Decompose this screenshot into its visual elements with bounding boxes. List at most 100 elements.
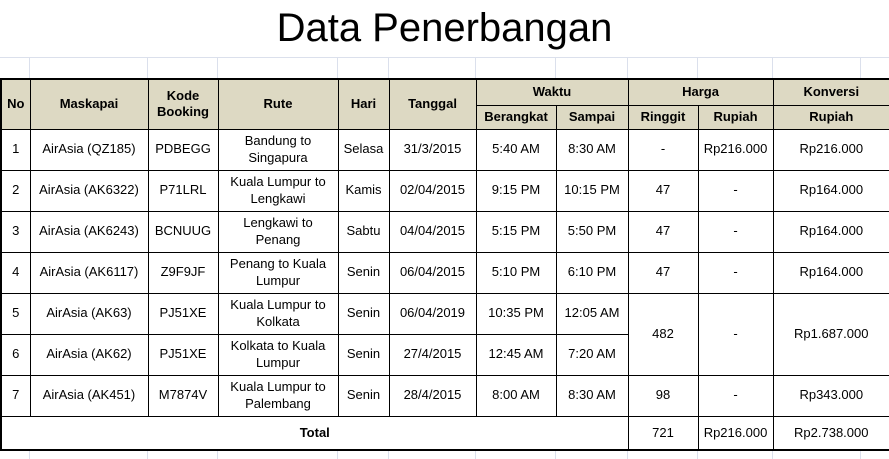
cell-rupiah-konversi[interactable]: Rp216.000	[772, 128, 889, 171]
cell-rupiah-konversi[interactable]: Rp164.000	[772, 210, 889, 253]
cell-rupiah-harga[interactable]: -	[697, 374, 774, 417]
cell-maskapai[interactable]: AirAsia (AK6243)	[29, 210, 149, 253]
cell-sampai[interactable]: 8:30 AM	[555, 374, 629, 417]
header-group-konversi[interactable]: Konversi	[772, 78, 889, 106]
header-berangkat[interactable]: Berangkat	[475, 104, 557, 130]
header-row-groups: No Maskapai Kode Booking Rute Hari Tangg…	[0, 78, 889, 130]
header-tanggal[interactable]: Tanggal	[388, 78, 477, 130]
cell-ringgit[interactable]: 98	[627, 374, 699, 417]
cell-hari[interactable]: Senin	[337, 374, 390, 417]
cell-kode-booking[interactable]: P71LRL	[147, 169, 219, 212]
cell-rupiah-harga[interactable]: -	[697, 210, 774, 253]
cell-ringgit-merged[interactable]: 482	[627, 292, 699, 376]
cell-kode-booking[interactable]: M7874V	[147, 374, 219, 417]
cell-no[interactable]: 5	[0, 292, 31, 335]
cell-rute[interactable]: Kuala Lumpur to Lengkawi	[217, 169, 339, 212]
gridline	[337, 58, 338, 78]
table-row: 6 AirAsia (AK62) PJ51XE Kolkata to Kuala…	[0, 333, 889, 376]
cell-berangkat[interactable]: 8:00 AM	[475, 374, 557, 417]
cell-hari[interactable]: Senin	[337, 333, 390, 376]
cell-no[interactable]: 7	[0, 374, 31, 417]
cell-sampai[interactable]: 6:10 PM	[555, 251, 629, 294]
cell-rupiah-harga[interactable]: -	[697, 251, 774, 294]
total-rupiah-konversi[interactable]: Rp2.738.000	[772, 415, 889, 451]
header-kode-booking[interactable]: Kode Booking	[147, 78, 219, 130]
gridline	[29, 58, 30, 78]
cell-ringgit[interactable]: -	[627, 128, 699, 171]
cell-berangkat[interactable]: 10:35 PM	[475, 292, 557, 335]
cell-maskapai[interactable]: AirAsia (AK6322)	[29, 169, 149, 212]
cell-kode-booking[interactable]: BCNUUG	[147, 210, 219, 253]
cell-rupiah-konversi-merged[interactable]: Rp1.687.000	[772, 292, 889, 376]
cell-tanggal[interactable]: 04/04/2015	[388, 210, 477, 253]
cell-maskapai[interactable]: AirAsia (AK62)	[29, 333, 149, 376]
cell-maskapai[interactable]: AirAsia (QZ185)	[29, 128, 149, 171]
cell-rute[interactable]: Kuala Lumpur to Palembang	[217, 374, 339, 417]
cell-no[interactable]: 3	[0, 210, 31, 253]
cell-sampai[interactable]: 5:50 PM	[555, 210, 629, 253]
cell-berangkat[interactable]: 12:45 AM	[475, 333, 557, 376]
header-no[interactable]: No	[0, 78, 31, 130]
cell-kode-booking[interactable]: PDBEGG	[147, 128, 219, 171]
gridline	[627, 451, 628, 459]
cell-maskapai[interactable]: AirAsia (AK6117)	[29, 251, 149, 294]
cell-sampai[interactable]: 8:30 AM	[555, 128, 629, 171]
cell-rute[interactable]: Kuala Lumpur to Kolkata	[217, 292, 339, 335]
cell-rute[interactable]: Kolkata to Kuala Lumpur	[217, 333, 339, 376]
cell-hari[interactable]: Sabtu	[337, 210, 390, 253]
cell-maskapai[interactable]: AirAsia (AK63)	[29, 292, 149, 335]
header-group-waktu[interactable]: Waktu	[475, 78, 629, 106]
cell-sampai[interactable]: 10:15 PM	[555, 169, 629, 212]
cell-rupiah-konversi[interactable]: Rp164.000	[772, 169, 889, 212]
header-rupiah[interactable]: Rupiah	[697, 104, 774, 130]
cell-rupiah-konversi[interactable]: Rp164.000	[772, 251, 889, 294]
cell-berangkat[interactable]: 9:15 PM	[475, 169, 557, 212]
cell-rute[interactable]: Penang to Kuala Lumpur	[217, 251, 339, 294]
header-group-harga[interactable]: Harga	[627, 78, 774, 106]
cell-sampai[interactable]: 12:05 AM	[555, 292, 629, 335]
cell-kode-booking[interactable]: PJ51XE	[147, 292, 219, 335]
cell-berangkat[interactable]: 5:15 PM	[475, 210, 557, 253]
cell-berangkat[interactable]: 5:10 PM	[475, 251, 557, 294]
cell-no[interactable]: 6	[0, 333, 31, 376]
cell-berangkat[interactable]: 5:40 AM	[475, 128, 557, 171]
cell-tanggal[interactable]: 06/04/2019	[388, 292, 477, 335]
table-row: 1 AirAsia (QZ185) PDBEGG Bandung to Sing…	[0, 128, 889, 171]
cell-hari[interactable]: Kamis	[337, 169, 390, 212]
cell-rupiah-harga[interactable]: -	[697, 169, 774, 212]
total-ringgit[interactable]: 721	[627, 415, 699, 451]
cell-tanggal[interactable]: 06/04/2015	[388, 251, 477, 294]
cell-no[interactable]: 4	[0, 251, 31, 294]
header-konversi-rupiah[interactable]: Rupiah	[772, 104, 889, 130]
cell-hari[interactable]: Senin	[337, 292, 390, 335]
total-rupiah-harga[interactable]: Rp216.000	[697, 415, 774, 451]
cell-tanggal[interactable]: 28/4/2015	[388, 374, 477, 417]
cell-ringgit[interactable]: 47	[627, 169, 699, 212]
header-rute[interactable]: Rute	[217, 78, 339, 130]
cell-sampai[interactable]: 7:20 AM	[555, 333, 629, 376]
header-maskapai[interactable]: Maskapai	[29, 78, 149, 130]
cell-rute[interactable]: Bandung to Singapura	[217, 128, 339, 171]
header-sampai[interactable]: Sampai	[555, 104, 629, 130]
cell-hari[interactable]: Senin	[337, 251, 390, 294]
cell-no[interactable]: 1	[0, 128, 31, 171]
cell-ringgit[interactable]: 47	[627, 210, 699, 253]
cell-hari[interactable]: Selasa	[337, 128, 390, 171]
cell-rupiah-konversi[interactable]: Rp343.000	[772, 374, 889, 417]
cell-ringgit[interactable]: 47	[627, 251, 699, 294]
header-hari[interactable]: Hari	[337, 78, 390, 130]
cell-maskapai[interactable]: AirAsia (AK451)	[29, 374, 149, 417]
cell-tanggal[interactable]: 02/04/2015	[388, 169, 477, 212]
gridline	[29, 451, 30, 459]
total-label[interactable]: Total	[0, 415, 629, 451]
cell-rupiah-harga[interactable]: Rp216.000	[697, 128, 774, 171]
cell-rute[interactable]: Lengkawi to Penang	[217, 210, 339, 253]
cell-tanggal[interactable]: 31/3/2015	[388, 128, 477, 171]
cell-rupiah-harga-merged[interactable]: -	[697, 292, 774, 376]
cell-tanggal[interactable]: 27/4/2015	[388, 333, 477, 376]
header-ringgit[interactable]: Ringgit	[627, 104, 699, 130]
cell-no[interactable]: 2	[0, 169, 31, 212]
cell-kode-booking[interactable]: Z9F9JF	[147, 251, 219, 294]
cell-kode-booking[interactable]: PJ51XE	[147, 333, 219, 376]
